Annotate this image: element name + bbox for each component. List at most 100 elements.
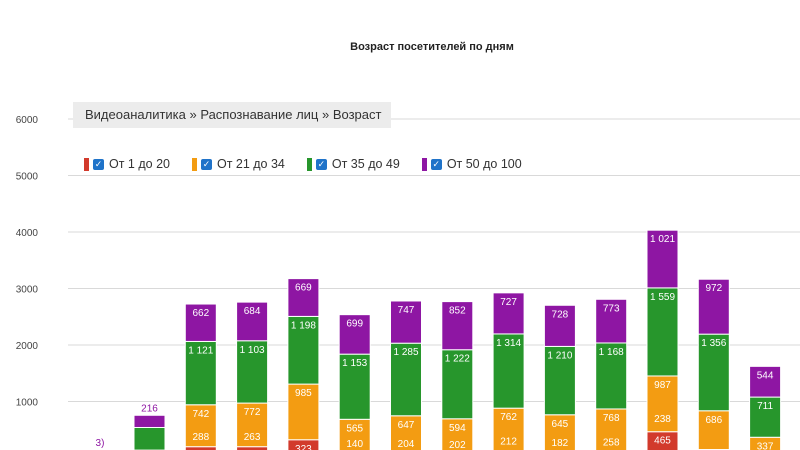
bar-segment[interactable] bbox=[287, 278, 320, 317]
legend-swatch bbox=[84, 157, 89, 171]
bar-segment[interactable] bbox=[646, 229, 679, 289]
data-label: 1 121 bbox=[188, 345, 213, 356]
data-label: 662 bbox=[192, 308, 209, 319]
data-label: 323 bbox=[295, 444, 312, 450]
bar-segment[interactable] bbox=[492, 292, 525, 335]
bar-segment[interactable] bbox=[184, 303, 217, 342]
legend-item-age-35-49[interactable]: ✓ От 35 до 49 bbox=[306, 157, 400, 171]
data-label: 728 bbox=[552, 309, 569, 320]
data-label: 773 bbox=[603, 303, 620, 314]
bar-segment[interactable] bbox=[236, 301, 269, 342]
bar-segment[interactable] bbox=[184, 340, 217, 406]
y-axis-ticks: 1000 2000 3000 4000 5000 6000 bbox=[16, 115, 39, 409]
bar-segment[interactable] bbox=[646, 375, 679, 433]
data-label-secondary: 182 bbox=[552, 438, 569, 449]
data-label: 216 bbox=[141, 403, 158, 414]
bar-segment[interactable] bbox=[133, 414, 166, 428]
bar-segment[interactable] bbox=[543, 304, 576, 347]
legend-label: От 1 до 20 bbox=[109, 157, 170, 171]
checkbox-checked-icon[interactable]: ✓ bbox=[315, 158, 327, 170]
data-label: 565 bbox=[346, 423, 363, 434]
legend-swatch bbox=[421, 157, 427, 171]
legend-label: От 21 до 34 bbox=[216, 157, 285, 171]
data-label: 647 bbox=[398, 420, 415, 431]
legend-swatch bbox=[191, 157, 197, 171]
data-label: 1 222 bbox=[445, 354, 470, 365]
data-label: 747 bbox=[398, 305, 415, 316]
y-tick-label: 6000 bbox=[16, 115, 39, 126]
breadcrumb: Видеоаналитика » Распознавание лиц » Воз… bbox=[73, 102, 391, 128]
data-label: 645 bbox=[552, 419, 569, 430]
bar-segment[interactable] bbox=[287, 315, 320, 385]
bar-segment[interactable] bbox=[184, 404, 217, 448]
bar-segment[interactable] bbox=[595, 408, 628, 450]
bar-segment[interactable] bbox=[697, 278, 730, 335]
data-label: 544 bbox=[757, 370, 774, 381]
legend-item-age-50-100[interactable]: ✓ От 50 до 100 bbox=[421, 157, 522, 171]
annotation-label: 3) bbox=[96, 438, 105, 449]
data-label-secondary: 238 bbox=[654, 414, 671, 425]
data-label: 1 285 bbox=[393, 347, 418, 358]
bar-segment[interactable] bbox=[595, 342, 628, 410]
bar-segment[interactable] bbox=[595, 298, 628, 344]
data-label: 1 356 bbox=[701, 338, 726, 349]
data-label: 699 bbox=[346, 319, 363, 330]
data-label: 1 210 bbox=[547, 350, 572, 361]
chart-legend: ✓ От 1 до 20 ✓ От 21 до 34 ✓ От 35 до 49… bbox=[84, 154, 544, 174]
data-label-secondary: 258 bbox=[603, 438, 620, 449]
data-label: 762 bbox=[500, 412, 517, 423]
bars bbox=[133, 229, 782, 450]
bar-segment[interactable] bbox=[749, 365, 782, 398]
data-label: 1 153 bbox=[342, 358, 367, 369]
checkbox-checked-icon[interactable]: ✓ bbox=[200, 158, 212, 170]
bar-segment[interactable] bbox=[390, 300, 422, 344]
data-label: 727 bbox=[500, 297, 517, 308]
data-label-secondary: 140 bbox=[346, 439, 363, 450]
data-label: 1 198 bbox=[291, 320, 316, 331]
data-label-secondary: 202 bbox=[449, 440, 466, 450]
chart-title: Возраст посетителей по дням bbox=[350, 41, 514, 53]
data-label-secondary: 263 bbox=[244, 432, 261, 443]
data-label: 987 bbox=[654, 380, 671, 391]
bar-segment[interactable] bbox=[236, 340, 269, 404]
data-label: 1 314 bbox=[496, 338, 521, 349]
data-label: 465 bbox=[654, 436, 671, 447]
bar-segment[interactable] bbox=[338, 353, 371, 420]
data-label: 594 bbox=[449, 423, 466, 434]
data-label: 772 bbox=[244, 407, 261, 418]
data-label-secondary: 204 bbox=[398, 439, 415, 450]
bar-segment[interactable] bbox=[749, 396, 782, 438]
bar-segment[interactable] bbox=[287, 383, 320, 441]
legend-label: От 50 до 100 bbox=[446, 157, 522, 171]
bar-segment[interactable] bbox=[338, 418, 371, 450]
legend-item-age-21-34[interactable]: ✓ От 21 до 34 bbox=[191, 157, 285, 171]
y-tick-label: 4000 bbox=[16, 228, 39, 239]
bar-segment[interactable] bbox=[697, 333, 730, 412]
checkbox-checked-icon[interactable]: ✓ bbox=[93, 158, 104, 170]
data-label: 985 bbox=[295, 388, 312, 399]
bar-segment[interactable] bbox=[338, 314, 371, 355]
data-label: 1 559 bbox=[650, 292, 675, 303]
bar-segment[interactable] bbox=[492, 407, 525, 450]
data-label: 1 103 bbox=[240, 345, 265, 356]
bar-segment[interactable] bbox=[697, 410, 730, 450]
data-label: 1 168 bbox=[599, 347, 624, 358]
data-label: 669 bbox=[295, 283, 312, 294]
data-label: 852 bbox=[449, 306, 466, 317]
bar-segment[interactable] bbox=[543, 345, 576, 416]
y-tick-label: 5000 bbox=[16, 172, 39, 183]
legend-item-age-1-20[interactable]: ✓ От 1 до 20 bbox=[84, 157, 170, 171]
data-label: 1 021 bbox=[650, 234, 675, 245]
bar-segment[interactable] bbox=[441, 349, 474, 420]
bar-segment[interactable] bbox=[646, 287, 679, 377]
data-label: 686 bbox=[705, 415, 722, 426]
bar-segment[interactable] bbox=[441, 301, 474, 351]
data-label: 768 bbox=[603, 413, 620, 424]
y-tick-label: 3000 bbox=[16, 285, 39, 296]
checkbox-checked-icon[interactable]: ✓ bbox=[430, 158, 442, 170]
legend-label: От 35 до 49 bbox=[331, 157, 400, 171]
data-label-secondary: 288 bbox=[192, 432, 209, 443]
data-label-secondary: 212 bbox=[500, 436, 517, 447]
bar-segment[interactable] bbox=[133, 426, 166, 450]
